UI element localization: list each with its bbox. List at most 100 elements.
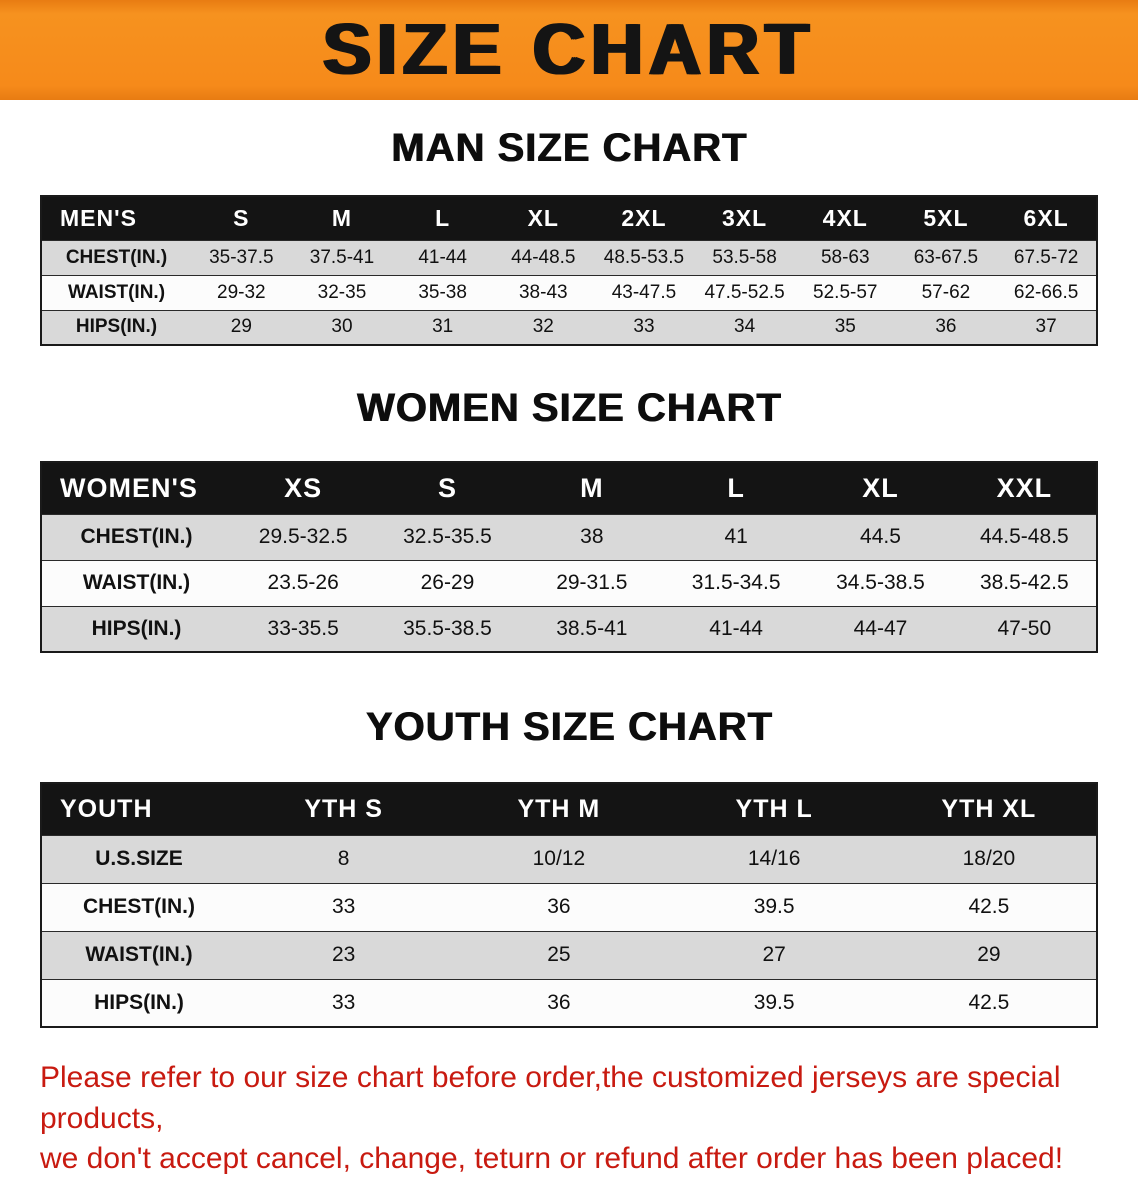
value-cell: 26-29 (375, 560, 520, 607)
size-table: YOUTH YTH S YTH M YTH L YTH XL U.S.SIZE 8 10/12… (40, 782, 1098, 1028)
row-label-cell: CHEST(IN.) (41, 514, 231, 561)
value-cell: 35-38 (392, 275, 493, 311)
value-cell: 37 (996, 310, 1097, 346)
footer-note-line-1: Please refer to our size chart before or… (40, 1061, 1061, 1135)
value-cell: 29-32 (191, 275, 292, 311)
row-label-cell: CHEST(IN.) (41, 883, 236, 932)
table-header-row: WOMEN'S XS S M L XL XXL (41, 462, 1097, 515)
size-column-header: 2XL (593, 196, 695, 241)
value-cell: 39.5 (666, 979, 882, 1028)
table-title-cell: YOUTH (41, 783, 236, 836)
youth-section-heading: YOUTH SIZE CHART (365, 705, 773, 749)
row-label-cell: HIPS(IN.) (41, 979, 236, 1028)
value-cell: 35-37.5 (191, 240, 292, 276)
women-section-heading: WOMEN SIZE CHART (356, 386, 782, 430)
value-cell: 33 (236, 883, 452, 932)
value-cell: 41-44 (663, 606, 809, 653)
value-cell: 29 (881, 931, 1097, 980)
value-cell: 29 (191, 310, 292, 346)
value-cell: 31 (392, 310, 493, 346)
size-column-header: 5XL (895, 196, 997, 241)
value-cell: 53.5-58 (694, 240, 795, 276)
table-row: HIPS(IN.) 33-35.5 35.5-38.5 38.5-41 41-44 44-… (41, 606, 1097, 653)
size-column-header: XS (231, 462, 376, 515)
size-column-header: L (663, 462, 809, 515)
size-column-header: S (191, 196, 292, 241)
value-cell: 8 (236, 835, 452, 884)
row-label-cell: HIPS(IN.) (41, 310, 191, 346)
value-cell: 58-63 (794, 240, 896, 276)
value-cell: 18/20 (881, 835, 1097, 884)
value-cell: 29-31.5 (519, 560, 664, 607)
table-row: U.S.SIZE 8 10/12 14/16 18/20 (41, 835, 1097, 884)
table-row: HIPS(IN.) 29 30 31 32 33 34 35 36 37 (41, 310, 1097, 346)
size-column-header: M (291, 196, 393, 241)
table-header-row: MEN'S S M L XL 2XL 3XL 4XL 5XL 6XL (41, 196, 1097, 241)
section-youth: YOUTH SIZE CHART YOUTH YTH S YTH M YTH L YTH… (0, 705, 1138, 1028)
size-table: MEN'S S M L XL 2XL 3XL 4XL 5XL 6XL CHEST(IN.) 35-37… (40, 195, 1098, 346)
size-column-header: XXL (952, 462, 1097, 515)
banner: SIZE CHART (0, 0, 1138, 100)
size-column-header: M (519, 462, 664, 515)
value-cell: 52.5-57 (794, 275, 896, 311)
value-cell: 33-35.5 (231, 606, 376, 653)
size-column-header: 3XL (694, 196, 795, 241)
footer-note-line-2: we don't accept cancel, change, teturn o… (40, 1142, 1064, 1175)
section-women: WOMEN SIZE CHART WOMEN'S XS S M L XL XXL CHEST(… (0, 386, 1138, 653)
value-cell: 38-43 (492, 275, 594, 311)
value-cell: 25 (451, 931, 667, 980)
footer-note: Please refer to our size chart before or… (40, 1058, 1098, 1180)
value-cell: 44.5-48.5 (952, 514, 1097, 561)
value-cell: 31.5-34.5 (663, 560, 809, 607)
value-cell: 36 (895, 310, 997, 346)
table-title-cell: WOMEN'S (41, 462, 231, 515)
value-cell: 35.5-38.5 (375, 606, 520, 653)
table-row: CHEST(IN.) 35-37.5 37.5-41 41-44 44-48.5 48.5… (41, 240, 1097, 276)
table-row: CHEST(IN.) 29.5-32.5 32.5-35.5 38 41 44.5 44.5… (41, 514, 1097, 561)
value-cell: 39.5 (666, 883, 882, 932)
value-cell: 44.5 (808, 514, 953, 561)
value-cell: 33 (593, 310, 695, 346)
men-section-heading: MAN SIZE CHART (390, 126, 748, 170)
table-row: WAIST(IN.) 23.5-26 26-29 29-31.5 31.5-34.5 34… (41, 560, 1097, 607)
size-column-header: YTH L (666, 783, 882, 836)
value-cell: 41-44 (392, 240, 493, 276)
value-cell: 38.5-41 (519, 606, 664, 653)
value-cell: 27 (666, 931, 882, 980)
value-cell: 48.5-53.5 (593, 240, 695, 276)
value-cell: 34.5-38.5 (808, 560, 953, 607)
value-cell: 36 (451, 979, 667, 1028)
value-cell: 44-48.5 (492, 240, 594, 276)
table-row: WAIST(IN.) 23 25 27 29 (41, 931, 1097, 980)
value-cell: 43-47.5 (593, 275, 695, 311)
size-column-header: S (375, 462, 520, 515)
value-cell: 32.5-35.5 (375, 514, 520, 561)
value-cell: 33 (236, 979, 452, 1028)
size-column-header: L (392, 196, 493, 241)
row-label-cell: U.S.SIZE (41, 835, 236, 884)
youth-size-table-container: YOUTH YTH S YTH M YTH L YTH XL U.S.SIZE 8 10/12… (40, 782, 1098, 1028)
value-cell: 37.5-41 (291, 240, 393, 276)
table-title-cell: MEN'S (41, 196, 191, 241)
size-column-header: YTH S (236, 783, 452, 836)
size-column-header: XL (808, 462, 953, 515)
value-cell: 42.5 (881, 979, 1097, 1028)
value-cell: 62-66.5 (996, 275, 1097, 311)
size-table: WOMEN'S XS S M L XL XXL CHEST(IN.) 29.5-32.5 32.5… (40, 461, 1098, 653)
row-label-cell: HIPS(IN.) (41, 606, 231, 653)
section-men: MAN SIZE CHART MEN'S S M L XL 2XL 3XL 4XL 5XL 6XL… (0, 126, 1138, 346)
size-column-header: XL (492, 196, 594, 241)
value-cell: 38.5-42.5 (952, 560, 1097, 607)
men-size-table-container: MEN'S S M L XL 2XL 3XL 4XL 5XL 6XL CHEST(IN.) 35-37… (40, 195, 1098, 346)
table-row: CHEST(IN.) 33 36 39.5 42.5 (41, 883, 1097, 932)
size-column-header: YTH M (451, 783, 667, 836)
value-cell: 32-35 (291, 275, 393, 311)
page-title: SIZE CHART (323, 10, 815, 90)
value-cell: 29.5-32.5 (231, 514, 376, 561)
value-cell: 47.5-52.5 (694, 275, 795, 311)
value-cell: 14/16 (666, 835, 882, 884)
value-cell: 47-50 (952, 606, 1097, 653)
size-column-header: YTH XL (881, 783, 1097, 836)
women-size-table-container: WOMEN'S XS S M L XL XXL CHEST(IN.) 29.5-32.5 32.5… (40, 461, 1098, 653)
table-row: HIPS(IN.) 33 36 39.5 42.5 (41, 979, 1097, 1028)
